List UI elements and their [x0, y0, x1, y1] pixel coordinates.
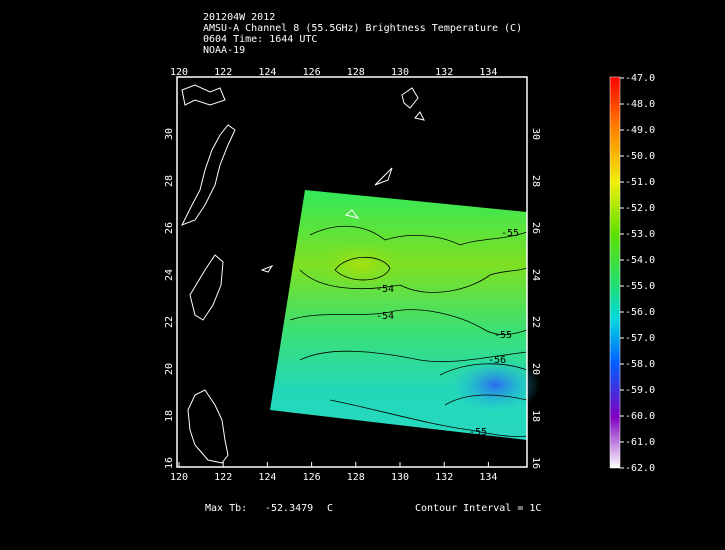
contour-label: -54 [376, 284, 394, 295]
lon-label: 128 [347, 472, 365, 483]
colorbar-label: -53.0 [625, 229, 655, 240]
cold-area [450, 357, 540, 413]
lon-label: 124 [258, 472, 276, 483]
lon-label: 134 [479, 472, 497, 483]
lon-label: 126 [303, 472, 321, 483]
lat-label: 22 [530, 316, 541, 328]
colorbar-label: -56.0 [625, 307, 655, 318]
colorbar-label: -49.0 [625, 125, 655, 136]
lon-label: 122 [214, 67, 232, 78]
lon-label: 134 [479, 67, 497, 78]
colorbar-label: -60.0 [625, 411, 655, 422]
colorbar-label: -50.0 [625, 151, 655, 162]
lon-label: 132 [435, 472, 453, 483]
lat-label: 28 [530, 175, 541, 187]
lat-label: 24 [530, 269, 541, 281]
contour-label: -55 [494, 330, 512, 341]
lon-label: 122 [214, 472, 232, 483]
colorbar-label: -48.0 [625, 99, 655, 110]
colorbar-label: -62.0 [625, 463, 655, 474]
colorbar-label: -47.0 [625, 73, 655, 84]
lon-label: 130 [391, 67, 409, 78]
lat-label: 26 [530, 222, 541, 234]
lat-label: 18 [530, 410, 541, 422]
lat-label: 26 [164, 222, 175, 234]
colorbar-label: -57.0 [625, 333, 655, 344]
lon-label: 120 [170, 472, 188, 483]
lon-label: 128 [347, 67, 365, 78]
lon-label: 126 [303, 67, 321, 78]
header-line: 0604 Time: 1644 UTC [203, 34, 317, 45]
colorbar [609, 76, 621, 469]
colorbar-label: -59.0 [625, 385, 655, 396]
max-value: -52.3479 [265, 503, 313, 514]
colorbar-label: -52.0 [625, 203, 655, 214]
lat-label: 24 [164, 269, 175, 281]
coastlines [180, 84, 425, 464]
lat-label: 16 [164, 457, 175, 469]
colorbar-label: -55.0 [625, 281, 655, 292]
contour-label: -55 [469, 427, 487, 438]
lon-label: 130 [391, 472, 409, 483]
header-line: AMSU-A Channel 8 (55.5GHz) Brightness Te… [203, 23, 522, 34]
colorbar-label: -51.0 [625, 177, 655, 188]
unit: C [327, 503, 333, 514]
contour-label: -54 [376, 311, 394, 322]
header-line: NOAA-19 [203, 45, 245, 56]
map [176, 76, 540, 468]
contour-label: -56 [488, 355, 506, 366]
lat-label: 30 [530, 128, 541, 140]
colorbar-label: -61.0 [625, 437, 655, 448]
lat-label: 20 [530, 363, 541, 375]
labels: 120 120 122 122 124 124 126 126 128 128 130 130 132 1… [164, 67, 655, 483]
lat-label: 20 [164, 363, 175, 375]
warm-area [315, 240, 405, 290]
contour-interval: Contour Interval = 1C [415, 503, 541, 514]
map-frame [176, 76, 528, 468]
lat-label: 16 [530, 457, 541, 469]
colorbar-label: -58.0 [625, 359, 655, 370]
header-line: 201204W 2012 [203, 12, 275, 23]
lon-label: 120 [170, 67, 188, 78]
lat-label: 22 [164, 316, 175, 328]
lat-label: 18 [164, 410, 175, 422]
lat-label: 30 [164, 128, 175, 140]
lat-label: 28 [164, 175, 175, 187]
contour-label: -55 [501, 228, 519, 239]
lon-label: 124 [258, 67, 276, 78]
lon-label: 132 [435, 67, 453, 78]
colorbar-label: -54.0 [625, 255, 655, 266]
contours [289, 225, 528, 438]
max-label: Max Tb: [205, 503, 247, 514]
